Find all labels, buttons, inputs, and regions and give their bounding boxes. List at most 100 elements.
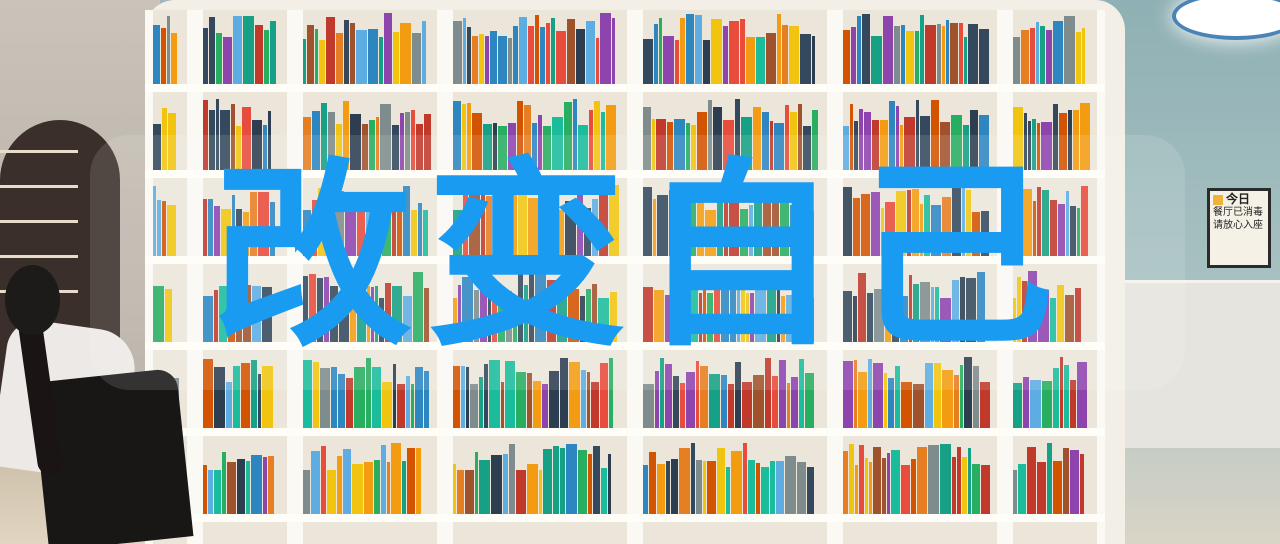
shelf xyxy=(145,10,195,92)
book xyxy=(379,298,384,342)
book xyxy=(338,374,345,428)
book xyxy=(765,358,771,428)
book xyxy=(504,209,508,256)
book xyxy=(717,195,723,256)
book xyxy=(749,205,753,256)
book xyxy=(1018,464,1026,514)
book-row xyxy=(153,16,187,84)
book-row xyxy=(203,273,287,342)
book xyxy=(1065,295,1074,342)
book xyxy=(696,361,699,428)
shelf-board xyxy=(195,342,295,350)
book xyxy=(867,293,873,342)
book xyxy=(356,30,367,84)
book xyxy=(516,470,526,514)
bookcase-column xyxy=(835,10,1005,544)
book xyxy=(654,24,658,84)
book xyxy=(518,193,527,256)
book xyxy=(263,125,267,170)
book xyxy=(479,377,483,428)
shelf xyxy=(295,440,445,522)
book xyxy=(528,198,538,256)
book xyxy=(505,361,515,428)
book xyxy=(219,286,227,342)
book xyxy=(565,201,576,256)
shelf xyxy=(1005,440,1105,522)
book-row xyxy=(843,357,997,428)
book xyxy=(453,210,462,256)
book xyxy=(209,17,215,84)
book xyxy=(463,18,466,84)
sign-badge-text: 今日 xyxy=(1226,192,1251,206)
shelf xyxy=(635,10,835,92)
book xyxy=(968,24,978,84)
book xyxy=(1064,16,1075,84)
book xyxy=(551,18,555,84)
book xyxy=(214,290,218,342)
book xyxy=(970,110,978,170)
book xyxy=(228,273,235,342)
bookcase-column xyxy=(195,10,295,544)
book xyxy=(960,365,963,428)
shelf-board xyxy=(295,170,445,178)
book xyxy=(776,461,784,514)
book xyxy=(920,15,924,84)
shelf xyxy=(635,354,835,436)
book xyxy=(171,33,177,84)
book xyxy=(321,446,326,514)
book xyxy=(453,464,456,514)
book xyxy=(977,272,985,342)
book xyxy=(741,283,745,342)
book xyxy=(466,367,469,428)
book xyxy=(493,123,497,170)
book xyxy=(343,101,349,170)
book xyxy=(380,104,391,170)
book xyxy=(657,195,668,256)
book xyxy=(424,371,429,428)
shelf xyxy=(295,10,445,92)
book xyxy=(608,454,611,514)
book xyxy=(350,114,361,170)
book xyxy=(364,462,373,514)
shelf xyxy=(635,268,835,350)
shelf xyxy=(635,440,835,522)
book xyxy=(424,114,431,170)
book xyxy=(227,462,236,514)
book xyxy=(762,112,769,170)
book xyxy=(453,21,462,84)
book xyxy=(527,464,538,514)
book xyxy=(366,204,372,256)
book xyxy=(900,125,903,170)
person-head xyxy=(5,265,60,335)
book xyxy=(894,26,900,84)
book xyxy=(413,272,423,342)
book xyxy=(763,196,771,256)
book xyxy=(601,468,607,514)
book xyxy=(853,198,860,256)
shelf xyxy=(195,96,295,178)
book xyxy=(659,18,662,84)
book xyxy=(952,457,956,514)
shelf xyxy=(445,268,635,350)
book xyxy=(400,23,411,84)
book xyxy=(216,33,222,84)
book xyxy=(453,101,461,170)
book xyxy=(584,208,591,256)
book xyxy=(596,38,599,84)
book xyxy=(564,102,572,170)
book xyxy=(643,187,652,256)
shelf xyxy=(295,96,445,178)
book xyxy=(318,188,329,256)
book xyxy=(703,40,710,84)
book xyxy=(691,125,696,170)
shelf xyxy=(635,96,835,178)
book xyxy=(721,375,727,428)
book xyxy=(843,291,852,342)
book xyxy=(549,371,559,428)
shelf-board xyxy=(195,84,295,92)
book xyxy=(787,383,790,428)
shelf-board xyxy=(1005,84,1105,92)
shelf-board xyxy=(835,514,1005,522)
book xyxy=(979,29,989,84)
book xyxy=(1073,110,1079,170)
